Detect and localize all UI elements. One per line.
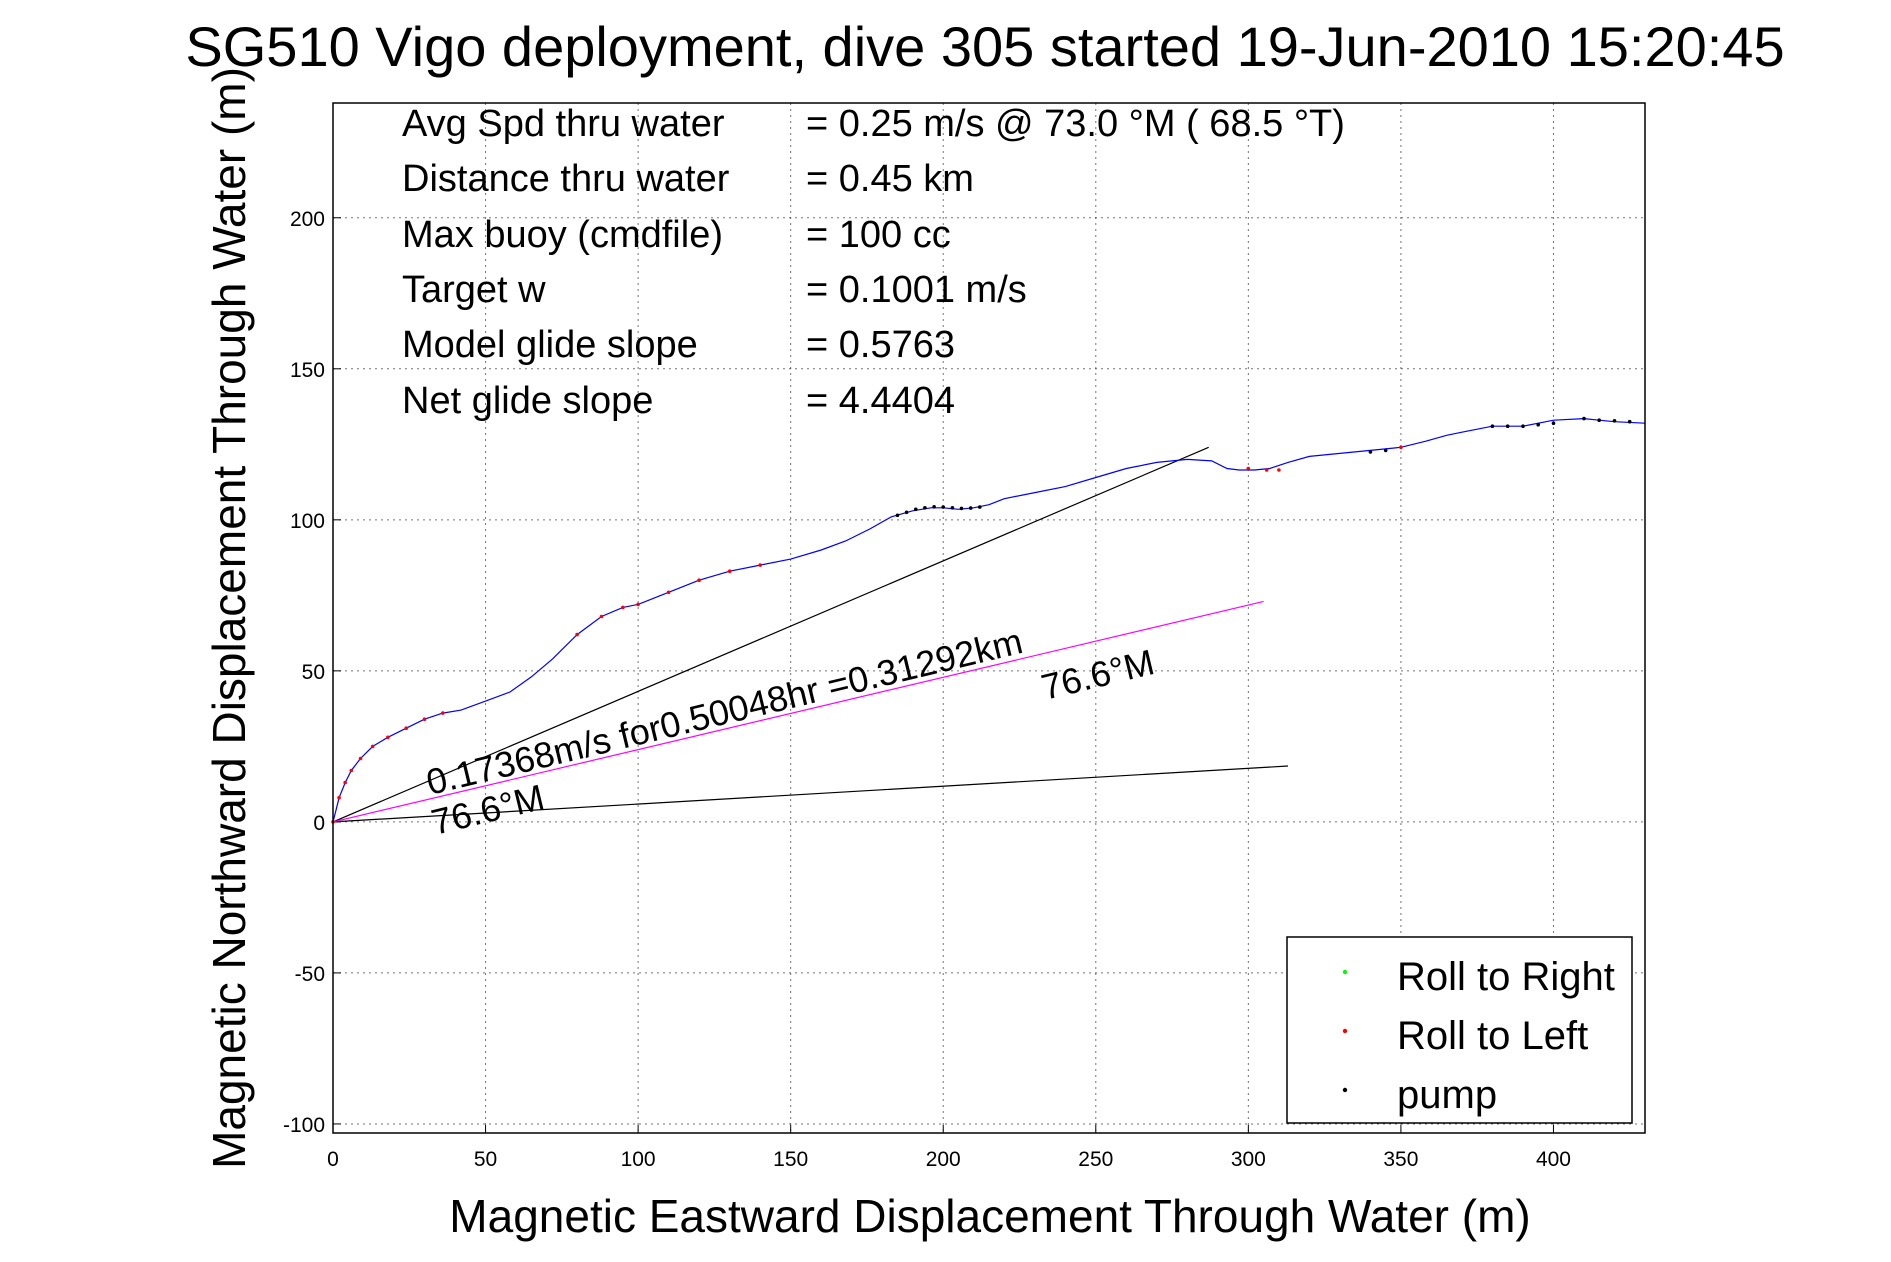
info-value: = 0.25 m/s @ 73.0 °M ( 68.5 °T) [806,103,1345,145]
roll-to-left-marker [1399,445,1403,450]
legend: Roll to Right Roll to Left pump [1286,936,1633,1124]
info-value: = 0.1001 m/s [806,269,1027,311]
average-heading-line [332,600,1264,823]
x-tick-label: 400 [1536,1148,1571,1171]
pump-marker [1536,422,1540,427]
info-label: Avg Spd thru water [402,103,725,145]
roll-to-left-marker [1246,466,1251,471]
pump-marker [932,505,936,509]
roll-to-left-marker [1264,468,1269,472]
roll-to-left-marker [599,614,604,619]
y-tick-label: 150 [290,359,325,382]
pump-marker [904,510,909,515]
pump-marker [968,506,973,510]
legend-marker-pump [1342,1087,1348,1093]
y-axis-label: Magnetic Northward Displacement Through … [203,67,255,1169]
roll-to-left-marker [343,780,348,785]
legend-marker-roll-to-right [1342,969,1348,975]
x-tick-label: 250 [1078,1148,1113,1171]
pump-marker [1612,419,1617,423]
pump-marker [1597,418,1601,423]
info-value: = 0.45 km [806,158,974,200]
info-box: Avg Spd thru water = 0.25 m/s @ 73.0 °M (… [402,103,1345,422]
legend-label-roll-to-left: Roll to Left [1397,1014,1588,1058]
roll-to-left-marker [1277,468,1281,472]
roll-to-left-marker [404,726,409,730]
y-tick-labels: -100 -50 0 50 100 150 200 [283,208,325,1137]
info-label: Model glide slope [402,324,698,366]
pump-marker [1490,424,1495,429]
roll-to-left-marker [386,735,390,740]
pump-marker [1551,421,1556,426]
info-value: = 0.5763 [806,324,955,366]
chart-lines [332,417,1646,823]
x-tick-label: 0 [327,1148,339,1171]
pump-marker [1582,416,1586,421]
x-axis-label: Magnetic Eastward Displacement Through W… [449,1190,1530,1242]
info-label: Net glide slope [402,380,653,422]
pump-marker [1521,424,1525,429]
chart-title: SG510 Vigo deployment, dive 305 started … [185,15,1784,78]
roll-to-left-marker [370,744,375,749]
legend-label-pump: pump [1397,1073,1497,1117]
info-value: = 100 cc [806,214,951,256]
legend-marker-roll-to-left [1342,1028,1348,1034]
pump-marker [914,507,918,512]
roll-to-left-marker [575,632,579,637]
info-value: = 4.4404 [806,380,955,422]
x-tick-label: 100 [621,1148,656,1171]
y-tick-label: 0 [313,812,325,835]
x-tick-label: 350 [1383,1148,1418,1171]
pump-marker [941,505,945,509]
x-tick-labels: 0 50 100 150 200 250 300 350 400 [327,1148,1571,1171]
x-tick-label: 200 [926,1148,961,1171]
legend-label-roll-to-right: Roll to Right [1397,955,1615,999]
x-tick-label: 50 [474,1148,497,1171]
roll-to-left-marker [727,569,732,573]
roll-to-left-marker [636,602,640,607]
pump-marker [1627,419,1632,424]
roll-to-left-marker [349,768,354,773]
reference-line [332,446,1209,823]
track-line [332,417,1646,823]
info-label: Distance thru water [402,158,730,200]
reference-line [332,765,1289,823]
pump-marker [1368,450,1373,454]
y-tick-label: -100 [283,1114,325,1137]
pump-marker [1505,424,1510,429]
pump-marker [1383,448,1388,453]
roll-to-left-marker [441,711,445,715]
x-tick-label: 150 [773,1148,808,1171]
roll-to-left-marker [422,717,427,721]
info-label: Max buoy (cmdfile) [402,214,723,256]
info-label: Target w [402,269,546,311]
y-tick-label: 200 [290,208,325,231]
pump-marker [978,505,982,509]
y-tick-label: 100 [290,510,325,533]
roll-to-left-marker [758,563,762,567]
pump-marker [923,506,927,510]
roll-to-left-marker [666,590,671,595]
y-tick-label: 50 [302,661,325,684]
plot-frame [332,102,1646,1134]
pump-marker [959,506,964,511]
pump-marker [950,506,955,510]
roll-to-left-marker [358,756,363,761]
x-tick-label: 300 [1231,1148,1266,1171]
roll-to-left-marker [697,578,701,582]
pump-marker [895,513,900,518]
y-tick-label: -50 [295,963,325,986]
roll-to-left-marker [621,605,625,610]
roll-to-left-marker [337,795,341,800]
chart-markers [331,416,1632,824]
